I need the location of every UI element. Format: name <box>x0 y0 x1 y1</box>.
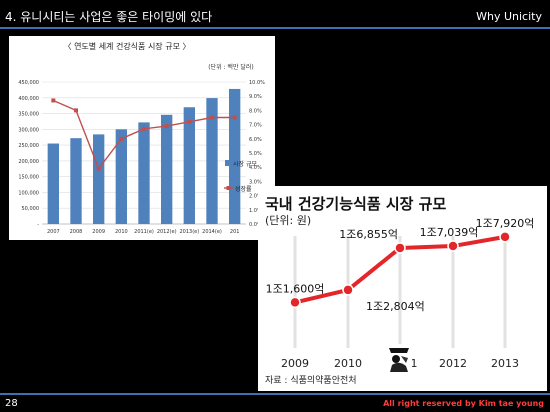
world-chart-title: 〈 연도별 세계 건강식품 시장 규모 〉 <box>64 41 191 51</box>
world-y-tick-label: 150,000 <box>18 175 39 181</box>
world-y2-tick-label: 2.0% <box>249 194 262 200</box>
domestic-data-label: 1조7,039억 <box>420 226 479 239</box>
world-x-tick-label: 2011(e) <box>134 229 154 235</box>
presenter-stamp-image <box>386 344 412 374</box>
world-y-tick-label: 400,000 <box>18 96 39 102</box>
world-x-tick-label: 2014(e) <box>202 229 222 235</box>
world-x-tick-label: 2010 <box>115 229 128 235</box>
domestic-x-tick-label: 2010 <box>334 357 362 370</box>
domestic-chart-title: 국내 건강기능식품 시장 규모 <box>265 195 447 213</box>
world-growth-point <box>232 115 237 120</box>
world-y2-tick-label: 6.0% <box>249 137 262 143</box>
world-growth-point <box>210 115 214 120</box>
world-bar <box>161 114 173 224</box>
world-x-tick-label: 2008 <box>70 229 83 235</box>
domestic-x-tick-label: 2013 <box>491 357 519 370</box>
domestic-point <box>289 296 301 309</box>
world-market-chart: 〈 연도별 세계 건강식품 시장 규모 〉 (단위 : 백만 달러) - 50,000… <box>9 36 275 240</box>
world-bar <box>183 107 195 224</box>
world-legend-bar-swatch <box>225 160 231 166</box>
world-growth-point <box>187 119 192 124</box>
top-divider <box>0 27 550 29</box>
world-growth-point <box>142 126 146 131</box>
world-x-tick-label: 201 <box>230 229 240 235</box>
world-y2-tick-label: 7.0% <box>249 123 262 129</box>
domestic-data-label: 1조2,804억 <box>366 300 425 313</box>
world-y-tick-label: 50,000 <box>22 206 40 212</box>
slide-title: 4. 유니시티는 사업은 좋은 타이밍에 있다 <box>5 10 213 24</box>
domestic-data-label: 1조6,855억 <box>339 228 398 241</box>
domestic-x-tick-label: 2009 <box>281 357 309 370</box>
world-y2-tick-label: 8.0% <box>249 108 262 114</box>
world-y-tick-label: 100,000 <box>18 190 39 196</box>
world-bar <box>93 134 105 224</box>
world-y2-tick-label: 5.0% <box>249 151 262 157</box>
world-y2-tick-label: 0.0% <box>249 222 262 228</box>
domestic-x-tick-label: 2012 <box>439 357 467 370</box>
world-growth-point <box>96 166 101 171</box>
domestic-point <box>447 240 459 252</box>
domestic-market-chart: 국내 건강기능식품 시장 규모 (단위: 원) 1조1,600억 1조2,804억… <box>258 186 547 391</box>
world-x-tick-label: 2009 <box>92 229 105 235</box>
world-growth-point <box>74 108 78 113</box>
world-y2-tick-label: 4.0% <box>249 165 262 171</box>
world-y2-tick-label: 3.0% <box>249 179 262 185</box>
world-y2-tick-label: 10.0% <box>249 80 265 86</box>
domestic-x-tick-label: 1 <box>411 357 418 370</box>
world-x-tick-label: 2012(e) <box>157 229 177 235</box>
world-bar <box>70 138 82 224</box>
bottom-divider <box>0 393 550 395</box>
world-chart-unit: (단위 : 백만 달러) <box>208 63 254 71</box>
domestic-chart-source: 자료 : 식품의약품안전처 <box>265 376 357 386</box>
domestic-market-chart-svg: 1조1,600억 1조2,804억 1조6,855억 1조7,039억1조7,920억… <box>266 217 535 370</box>
world-y-tick-label: 200,000 <box>18 159 39 165</box>
domestic-chart-unit: (단위: 원) <box>265 214 312 227</box>
domestic-point <box>394 242 406 254</box>
world-y-tick-label: 450,000 <box>18 80 39 86</box>
world-growth-point <box>119 136 124 141</box>
world-x-tick-label: 2013(e) <box>179 229 199 235</box>
world-growth-point <box>164 124 169 129</box>
world-y-tick-label: 250,000 <box>18 143 39 149</box>
world-market-chart-svg: 〈 연도별 세계 건강식품 시장 규모 〉 (단위 : 백만 달러) - 50,000… <box>18 41 265 235</box>
world-x-tick-label: 2007 <box>47 229 60 235</box>
world-legend-line-label: 성장률 <box>235 185 252 193</box>
world-legend-line-marker <box>226 186 231 190</box>
world-growth-point <box>51 98 56 103</box>
world-bar <box>115 129 127 224</box>
world-y2-tick-label: 9.0% <box>249 94 262 100</box>
world-y-tick-label: - <box>37 222 39 228</box>
world-bar <box>138 122 150 224</box>
world-y2-tick-label: 1.0% <box>249 208 262 214</box>
world-bar <box>47 143 59 224</box>
domestic-data-label: 1조7,920억 <box>476 217 535 230</box>
world-legend-bar-label: 시장 규모 <box>233 160 257 168</box>
brand-label: Why Unicity <box>476 10 542 23</box>
page-number: 28 <box>5 398 18 409</box>
world-bar <box>206 98 218 224</box>
world-y-tick-label: 300,000 <box>18 127 39 133</box>
world-y-tick-label: 350,000 <box>18 112 39 118</box>
domestic-point <box>342 284 354 296</box>
world-bar <box>229 88 241 224</box>
domestic-data-label: 1조1,600억 <box>266 282 325 295</box>
copyright-notice: All right reserved by Kim tae young <box>383 399 544 408</box>
domestic-point <box>499 231 511 243</box>
